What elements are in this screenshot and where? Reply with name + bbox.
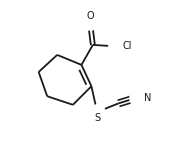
Text: Cl: Cl xyxy=(123,41,132,51)
Text: N: N xyxy=(144,93,151,103)
Text: S: S xyxy=(94,113,100,123)
Text: O: O xyxy=(86,11,94,21)
